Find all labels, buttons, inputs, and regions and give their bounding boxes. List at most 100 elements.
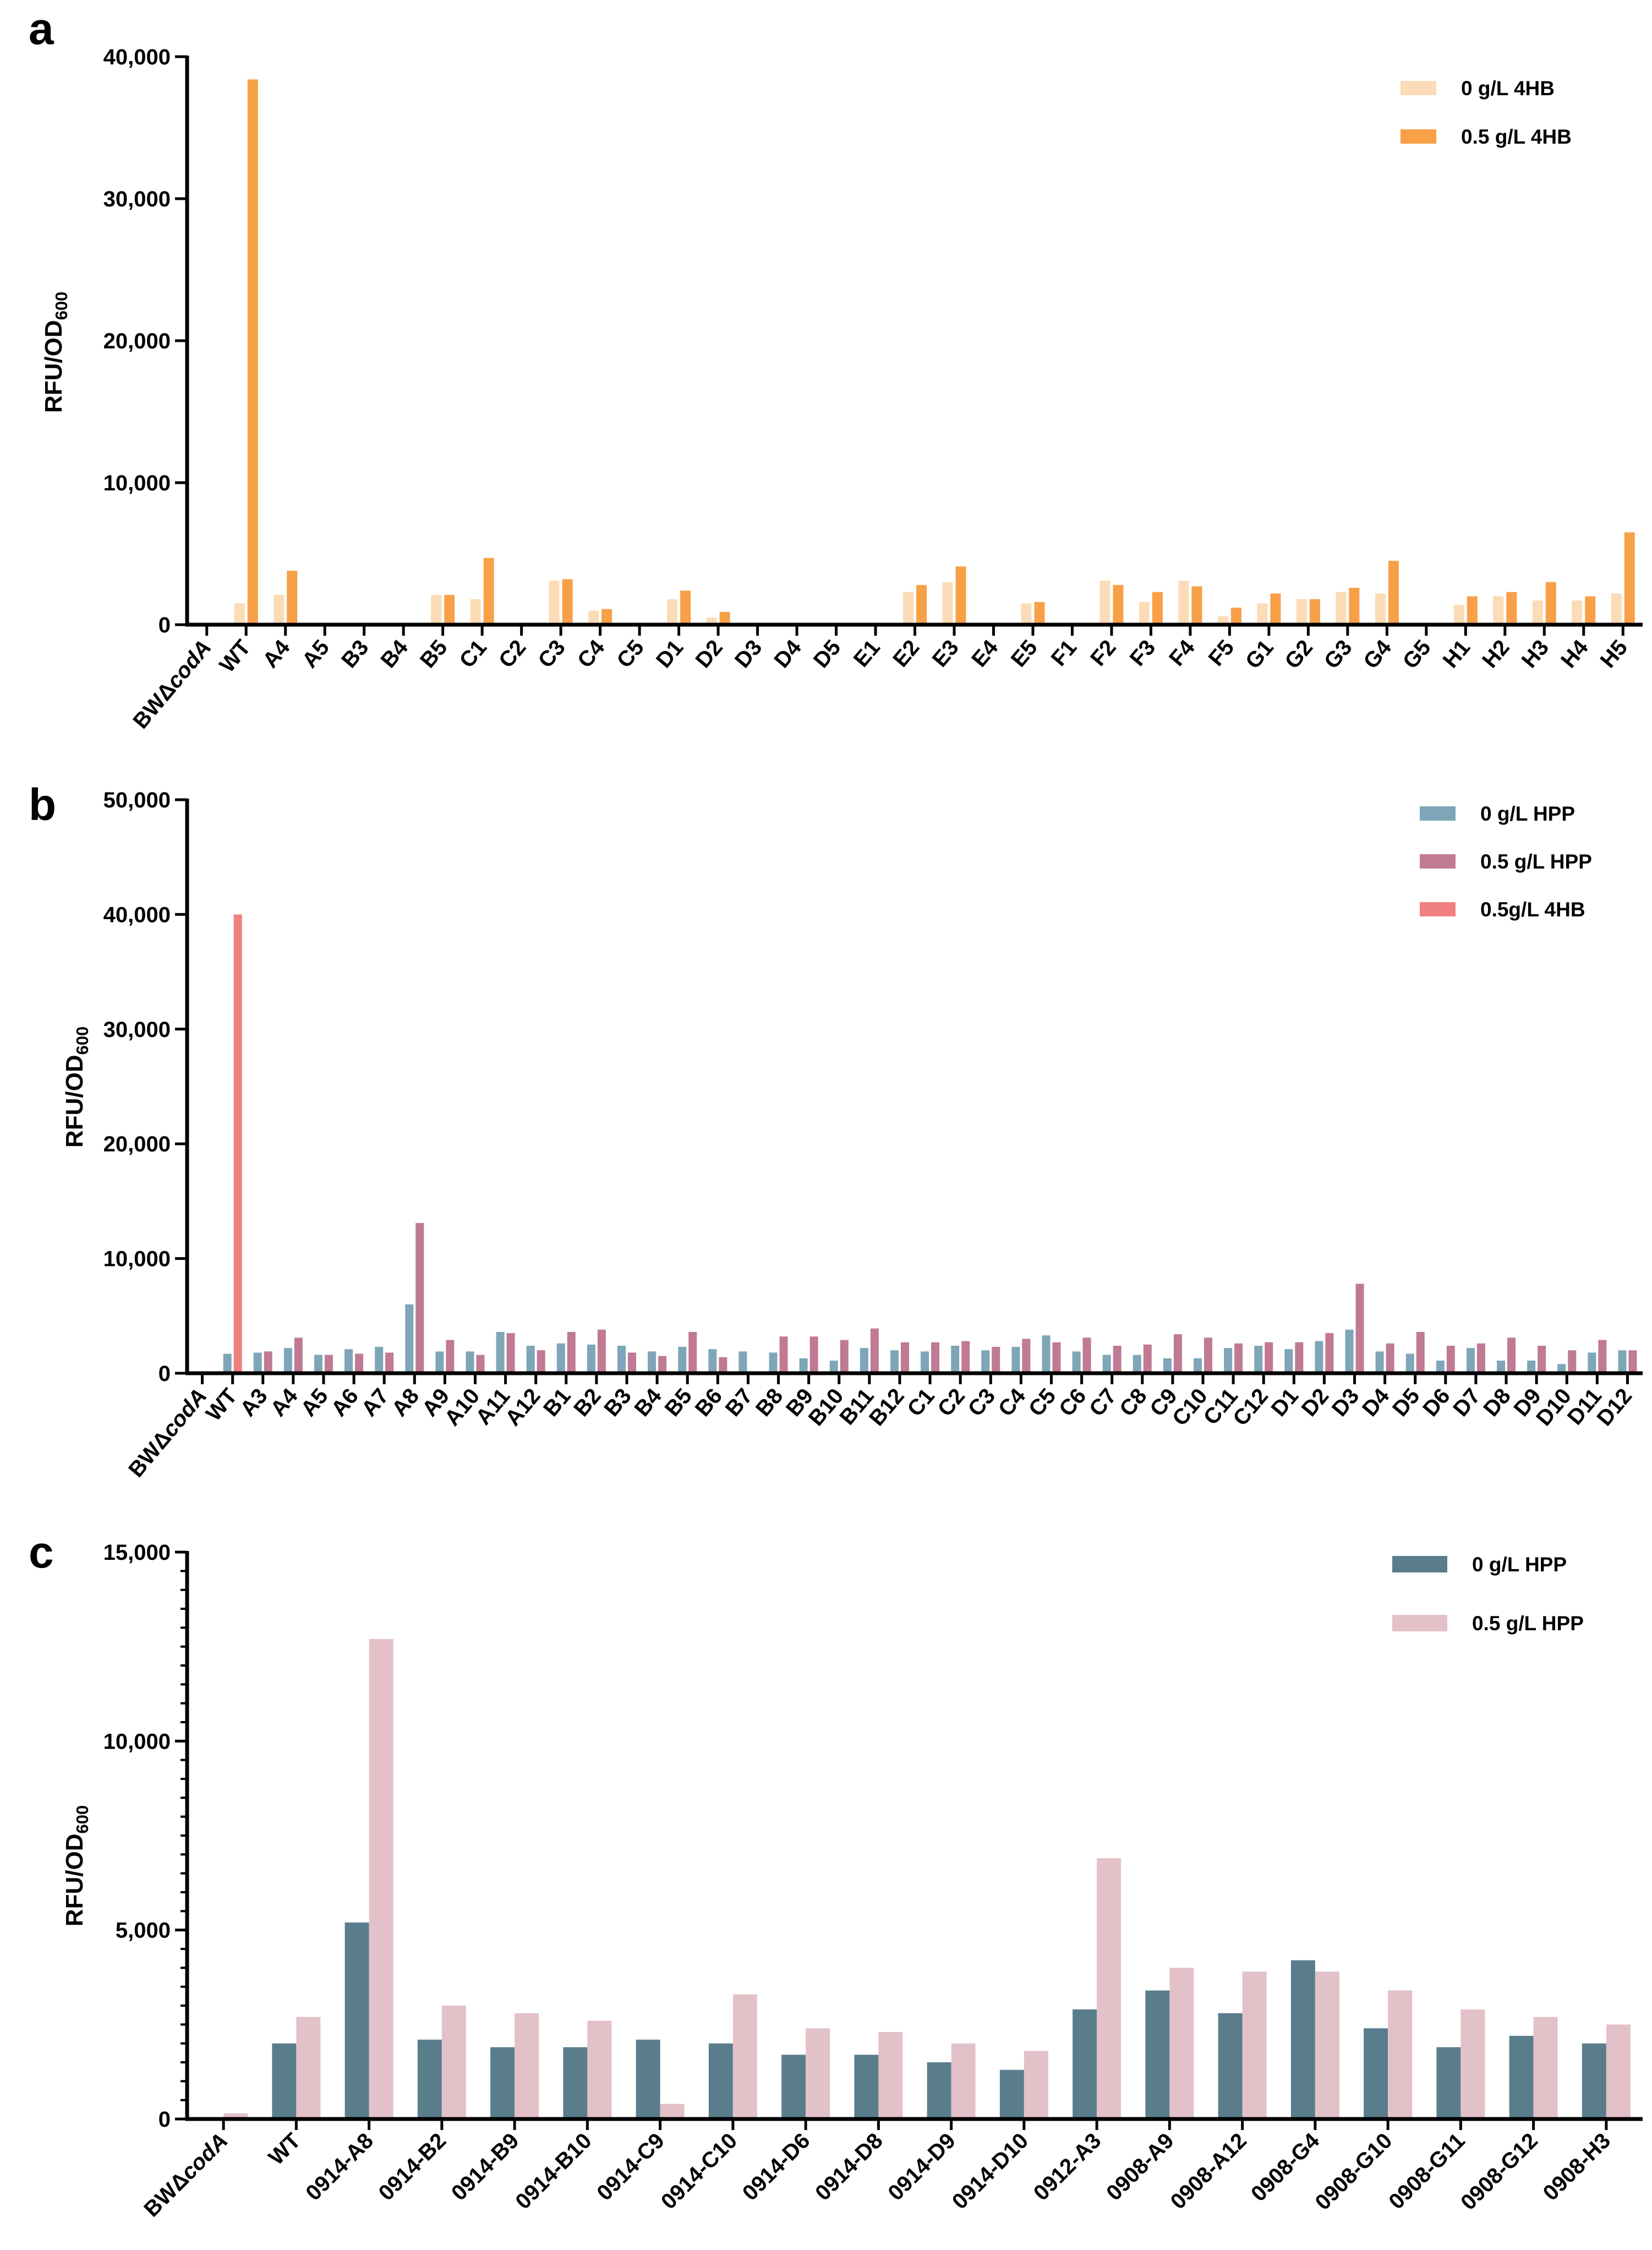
bar [1011,1347,1020,1372]
bar [1582,2043,1606,2117]
bar [1349,587,1360,623]
bar [806,2028,830,2117]
x-tick-label: B3 [599,1384,636,1421]
x-tick-label: C1 [455,636,491,673]
bar [1375,1351,1384,1372]
x-tick-label: 0908-G4 [1246,2128,1325,2207]
bar [1295,1342,1304,1372]
x-tick-label: E3 [928,636,964,672]
bar [344,1349,353,1372]
y-tick-label: 20,000 [103,329,171,353]
x-tick-label: C3 [533,636,570,673]
legend-item: 0.5g/L 4HB [1420,898,1585,921]
y-tick-label: 30,000 [103,187,171,211]
x-tick-label: F4 [1164,635,1200,671]
bar [417,2039,442,2117]
x-tick-label: BWΔcodA [124,1384,211,1482]
bar [992,1347,1000,1372]
x-tick-label: 0914-B9 [447,2128,524,2205]
x-tick-label: D3 [1327,1384,1364,1421]
bar [1113,585,1124,623]
legend-swatch [1401,129,1436,144]
x-tick-label: 0914-D10 [948,2128,1033,2214]
y-tick-label: 0 [158,2107,171,2132]
x-tick-label: A5 [296,1384,333,1421]
bar [324,1355,333,1372]
bar [385,1352,394,1372]
bar [1218,2013,1243,2117]
bar [1052,1342,1061,1372]
x-tick-label: D1 [652,636,688,673]
y-axis-label-text: RFU/OD [61,1834,88,1927]
bar [1309,599,1320,623]
bar [1021,603,1032,623]
x-tick-label: 0908-H3 [1539,2128,1616,2205]
y-tick-label: 10,000 [103,1247,171,1271]
bar [294,1337,303,1372]
bar [1545,582,1556,623]
bar [444,594,455,623]
bar [942,582,953,623]
panel-c: c RFU/OD600 0 5,000 10,000 15,000 BWΔcodA WT… [29,1527,1643,2222]
bar [1193,1358,1202,1372]
bar [549,581,560,623]
bar [854,2055,879,2117]
y-axis-label-text: RFU/OD [61,1055,88,1148]
bar [369,1639,393,2117]
bar [981,1350,990,1372]
x-tick-label: G1 [1241,636,1278,674]
legend-label: 0.5g/L 4HB [1480,898,1585,921]
bar [234,603,245,623]
bar [1169,1968,1194,2117]
bar [999,2069,1024,2117]
bar [556,1343,565,1372]
bar [719,611,730,623]
legend-swatch [1420,806,1456,821]
bar [1315,1341,1323,1372]
x-tick-label: F1 [1047,636,1082,671]
bar [1446,1345,1455,1372]
x-tick-label: A8 [387,1384,424,1421]
bar [1453,604,1464,623]
x-tick-label: G4 [1359,635,1396,674]
bar [1234,1343,1243,1372]
bar [900,1342,909,1372]
x-tick-label: BWΔcodA [128,636,216,734]
y-axis-label-subscript: 600 [73,1805,92,1834]
panel-a: a RFU/OD600 0 10,000 20,000 30,000 40,000 BW… [29,4,1643,733]
x-tick-label: G2 [1280,636,1317,674]
bar [809,1336,818,1372]
bar [799,1358,808,1372]
y-tick-label: 30,000 [103,1018,171,1042]
bar [1163,1358,1172,1372]
bar [233,914,242,1372]
x-tick-label: F2 [1086,636,1121,671]
bar [1532,600,1543,623]
bar [1388,1990,1413,2117]
x-tick-label: C5 [612,636,649,673]
x-tick-label: 0908-G10 [1311,2128,1397,2215]
bar [567,1331,576,1372]
legend: 0 g/L 4HB 0.5 g/L 4HB [1401,77,1572,148]
bar [1191,586,1202,623]
bar [931,1342,940,1372]
svg-text:RFU/OD600: RFU/OD600 [61,1805,92,1926]
bar [587,2020,612,2117]
y-tick-label: 5,000 [116,1919,171,1943]
legend-label: 0 g/L 4HB [1461,77,1555,100]
x-tick-label: B7 [721,1384,758,1421]
bar [1416,1331,1425,1372]
x-tick-label: 0914-D6 [738,2128,815,2205]
x-tick-label: D5 [1388,1384,1425,1421]
x-tick-label: C4 [573,635,610,673]
bar [903,592,913,623]
x-tick-label: B5 [415,636,452,673]
x-tick-label: F5 [1204,636,1239,671]
bar [951,1345,960,1372]
bar [1618,1350,1627,1372]
bar [708,1349,717,1372]
bar [1173,1334,1182,1372]
bar [1336,592,1347,623]
x-tick-label: 0914-A8 [301,2128,378,2205]
bar [1113,1345,1122,1372]
